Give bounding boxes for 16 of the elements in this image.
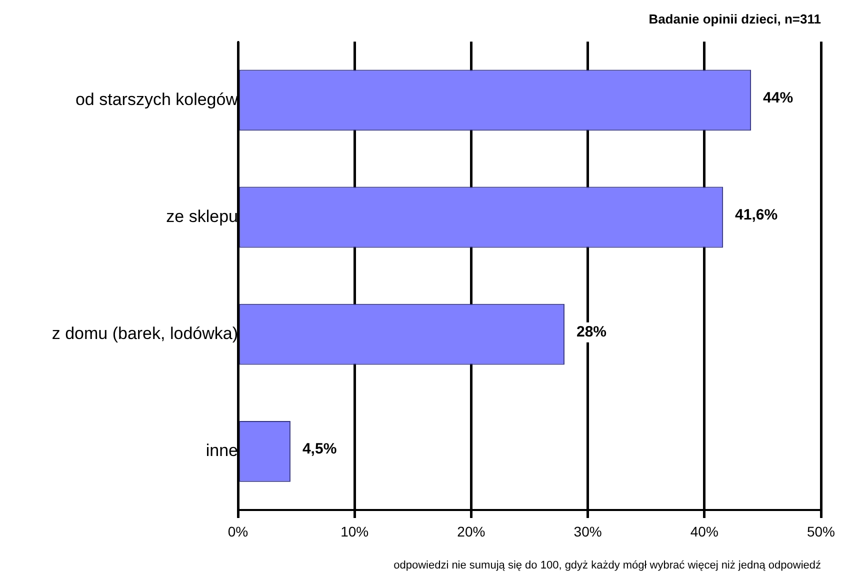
y-tick-label: inne [206,441,238,460]
x-tick-label: 20% [457,523,486,540]
x-tick-label: 30% [574,523,602,540]
x-tick-label: 40% [690,523,718,540]
data-label: 28% [576,323,607,340]
data-label: 41,6% [735,206,778,224]
x-tick-label: 50% [806,523,836,540]
data-label: 4,5% [302,440,337,458]
text: odpowiedzi nie sumują się do 100, gdyż każdy mógł wybrać więcej niż jedną odpowiedź [394,559,821,572]
x-tick-label: 10% [340,523,369,540]
y-tick-label: ze sklepu [166,206,238,226]
y-tick-label: z domu (barek, lodówka) [52,324,238,344]
chart-title: Badanie opinii dzieci, n=311 [648,11,821,26]
y-tick-label: od starszych kolegów [75,90,239,109]
data-label: 44% [763,89,794,106]
x-tick-label: 0% [228,523,248,540]
